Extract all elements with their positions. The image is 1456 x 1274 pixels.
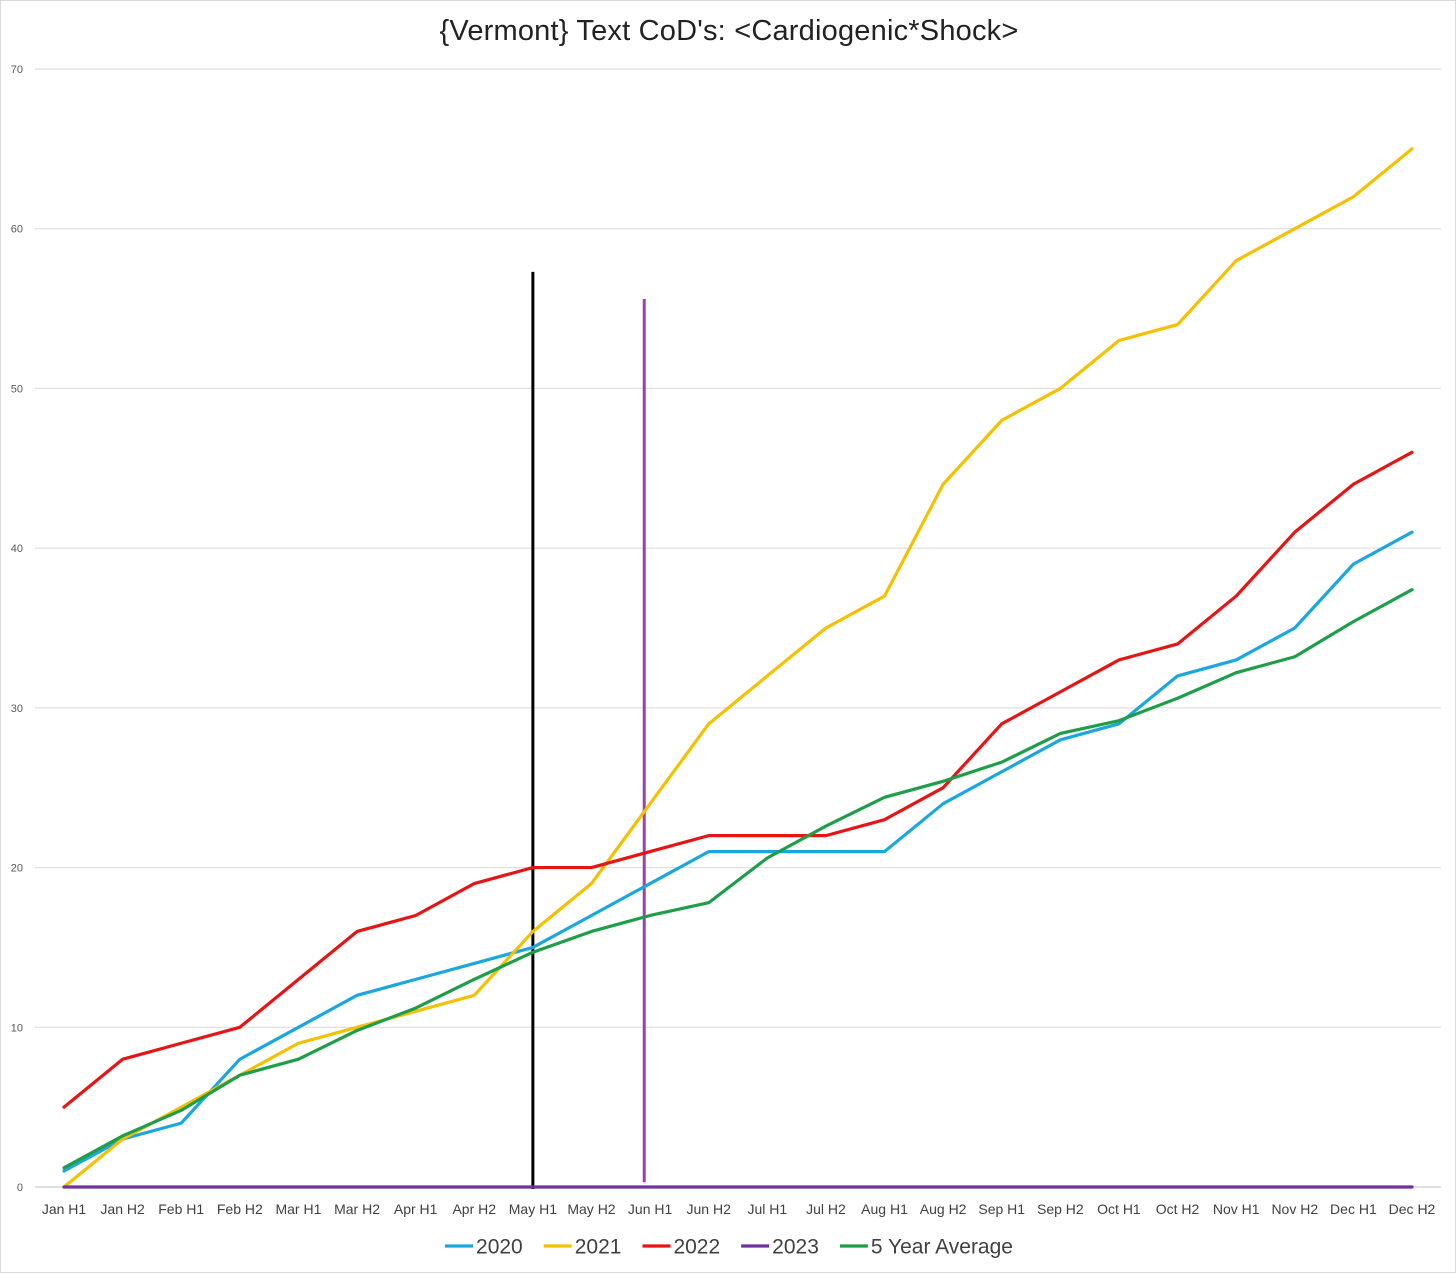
x-tick-label: Dec H2: [1389, 1201, 1436, 1217]
legend-label: 2023: [772, 1236, 819, 1259]
x-tick-label: May H1: [509, 1201, 557, 1217]
x-tick-label: Jun H2: [687, 1201, 732, 1217]
y-tick-label: 10: [11, 1022, 23, 1034]
series-lines: [62, 147, 1414, 1189]
y-tick-label: 20: [11, 863, 23, 875]
x-tick-label: Mar H1: [275, 1201, 321, 1217]
x-tick-label: Jun H1: [628, 1201, 673, 1217]
y-tick-label: 30: [11, 703, 23, 715]
series-line-5-year-average: [62, 588, 1414, 1170]
x-tick-label: Jul H1: [747, 1201, 787, 1217]
y-tick-label: 70: [11, 64, 23, 76]
vertical-markers: [531, 271, 646, 1189]
series-line-2020: [62, 530, 1414, 1173]
x-tick-label: Apr H2: [452, 1201, 496, 1217]
series-line-2022: [62, 450, 1414, 1109]
x-axis-ticks: Jan H1 Jan H2 Feb H1 Feb H2 Mar H1 Mar H2 Apr …: [42, 1201, 1436, 1217]
x-tick-label: Oct H2: [1156, 1201, 1200, 1217]
x-tick-label: Jan H1: [42, 1201, 87, 1217]
x-tick-label: Nov H1: [1213, 1201, 1260, 1217]
chart-title: {Vermont} Text CoD's: <Cardiogenic*Shock…: [439, 15, 1019, 47]
x-tick-label: Oct H1: [1097, 1201, 1141, 1217]
x-tick-label: Sep H1: [978, 1201, 1025, 1217]
gridlines: [35, 68, 1441, 1188]
x-tick-label: Nov H2: [1271, 1201, 1318, 1217]
x-tick-label: Apr H1: [394, 1201, 438, 1217]
y-tick-label: 40: [11, 543, 23, 555]
x-tick-label: Jul H2: [806, 1201, 846, 1217]
series-line-2021: [62, 147, 1414, 1189]
legend-label: 5 Year Average: [871, 1236, 1013, 1259]
x-tick-label: Feb H2: [217, 1201, 263, 1217]
legend-label: 2020: [476, 1236, 523, 1259]
y-tick-label: 50: [11, 383, 23, 395]
x-tick-label: Jan H2: [100, 1201, 145, 1217]
x-tick-label: Feb H1: [158, 1201, 204, 1217]
x-tick-label: Aug H1: [861, 1201, 908, 1217]
y-axis-ticks: 0 10 20 30 40 50 60 70: [11, 64, 23, 1194]
y-tick-label: 0: [17, 1182, 23, 1194]
x-tick-label: Mar H2: [334, 1201, 380, 1217]
legend: 2020 2021 2022 2023 5 Year Average: [445, 1236, 1013, 1259]
x-tick-label: May H2: [567, 1201, 615, 1217]
x-tick-label: Sep H2: [1037, 1201, 1084, 1217]
x-tick-label: Aug H2: [920, 1201, 967, 1217]
y-tick-label: 60: [11, 224, 23, 236]
legend-label: 2022: [673, 1236, 720, 1259]
x-tick-label: Dec H1: [1330, 1201, 1377, 1217]
legend-label: 2021: [575, 1236, 622, 1259]
